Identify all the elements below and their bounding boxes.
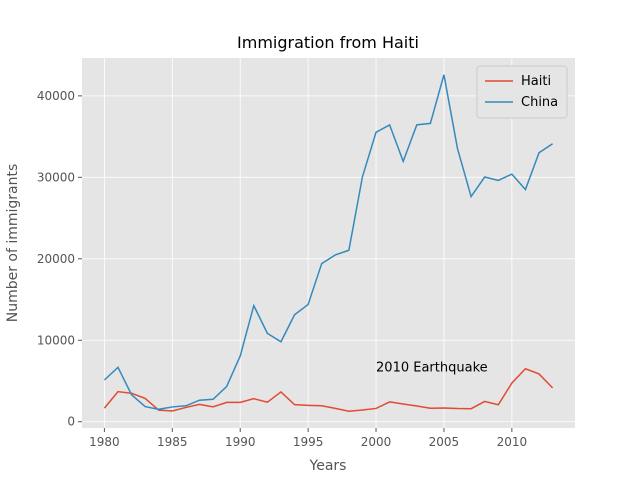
legend-label: China [521, 95, 558, 110]
y-axis-label: Number of immigrants [5, 164, 21, 323]
x-tick-label: 1985 [157, 435, 188, 449]
series-line [103, 74, 554, 411]
x-axis-label: Years [309, 458, 347, 474]
legend-box [476, 65, 568, 119]
x-tick-label: 1980 [89, 435, 120, 449]
x-tick-label: 2000 [361, 435, 392, 449]
y-tick-label: 30000 [37, 170, 75, 184]
legend: Haiti China [476, 65, 568, 119]
y-tick-label: 20000 [37, 252, 75, 266]
y-tick-label: 40000 [37, 89, 75, 103]
annotation: 2010 Earthquake [376, 360, 488, 375]
x-tick-label: 2005 [429, 435, 460, 449]
x-tick-label: 2010 [497, 435, 528, 449]
x-tick-label: 1990 [225, 435, 256, 449]
y-tick-label: 0 [67, 415, 75, 429]
chart-title: Immigration from Haiti [237, 33, 419, 52]
x-tick-label: 1995 [293, 435, 324, 449]
y-tick-label: 10000 [37, 333, 75, 347]
legend-label: Haiti [521, 74, 551, 89]
plot-area [82, 58, 575, 428]
series-line [103, 367, 554, 412]
